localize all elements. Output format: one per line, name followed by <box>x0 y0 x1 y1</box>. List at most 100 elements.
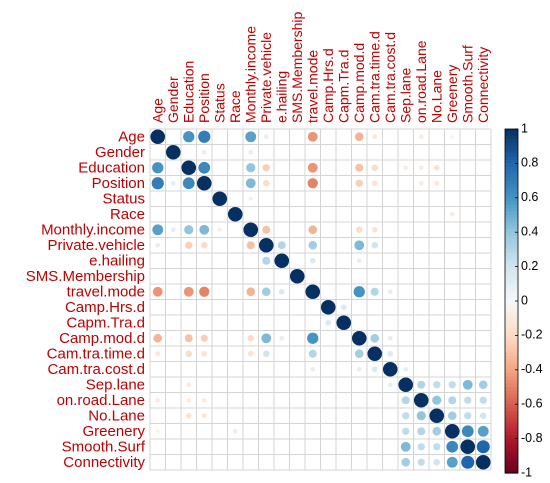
colorbar-segment <box>505 325 518 330</box>
colorbar-segment <box>505 225 518 230</box>
corr-circle-Monthly.income-Private.vehicle <box>262 225 271 234</box>
corr-circle-Cam.tra.time.d-Education <box>185 350 193 358</box>
row-label-Gender: Gender <box>95 144 145 161</box>
colorbar-segment <box>505 304 518 309</box>
row-label-Sep.lane: Sep.lane <box>86 377 145 394</box>
colorbar-segment <box>505 208 518 213</box>
corr-circle-Monthly.income-Cam.tra.time.d <box>371 226 378 233</box>
corr-circle-Connectivity-Sep.lane <box>401 457 411 467</box>
colorbar-segment <box>505 428 518 433</box>
colorbar-segment <box>505 135 518 140</box>
corr-circle-No.Lane-Education <box>185 412 192 419</box>
corr-circle-travel.mode-Cam.tra.time.d <box>370 287 379 296</box>
corr-circle-Cam.tra.cost.d-Cam.tra.time.d <box>371 366 378 373</box>
col-label-Greenery: Greenery <box>444 65 460 123</box>
corr-circle-Camp.mod.d-Camp.mod.d <box>351 330 367 346</box>
corr-circle-Monthly.income-Position <box>199 224 210 235</box>
corr-circle-Gender-Monthly.income <box>248 149 254 155</box>
corr-circle-Camp.mod.d-Position <box>200 334 208 342</box>
colorbar-segment <box>505 318 518 323</box>
col-label-SMS.Membership: SMS.Membership <box>289 12 305 123</box>
corr-circle-Smooth.Surf-on.road.Lane <box>417 443 425 451</box>
colorbar-segment <box>505 356 518 361</box>
corr-circle-Age-Position <box>198 130 211 143</box>
colorbar-segment <box>505 290 518 295</box>
row-label-Camp.Hrs.d: Camp.Hrs.d <box>65 299 145 316</box>
corr-circle-Position-travel.mode <box>307 178 318 189</box>
colorbar-segment <box>505 266 518 271</box>
colorbar-segment <box>505 235 518 240</box>
colorbar-segment <box>505 173 518 178</box>
corr-circle-Private.vehicle-Education <box>185 241 193 249</box>
col-label-Camp.Hrs.d: Camp.Hrs.d <box>320 48 336 123</box>
colorbar-segment <box>505 438 518 443</box>
colorbar-segment <box>505 459 518 464</box>
corr-circle-Age-Private.vehicle <box>263 134 269 140</box>
colorbar-segment <box>505 132 518 137</box>
colorbar-segment <box>505 331 518 336</box>
corr-circle-Age-Education <box>183 131 195 143</box>
colorbar-segment <box>505 345 518 350</box>
row-label-Capm.Tra.d: Capm.Tra.d <box>66 315 145 332</box>
corr-circle-No.Lane-on.road.Lane <box>416 411 426 421</box>
colorbar-segment <box>505 245 518 250</box>
col-label-Cam.tra.time.d: Cam.tra.time.d <box>366 31 382 123</box>
colorbar-segment <box>505 218 518 223</box>
corr-circle-Connectivity-Greenery <box>446 456 458 468</box>
corr-circle-Education-on.road.Lane <box>418 165 424 171</box>
corr-circle-Sep.lane-Connectivity <box>478 380 488 390</box>
colorbar-segment <box>505 452 518 457</box>
col-label-Smooth.Surf: Smooth.Surf <box>459 45 475 123</box>
colorbar-tick-label: 0.6 <box>521 190 538 204</box>
colorbar-segment <box>505 252 518 257</box>
corr-circle-Race-Race <box>227 206 243 222</box>
corr-circle-Cam.tra.time.d-Age <box>155 351 161 357</box>
corr-circle-Cam.tra.cost.d-travel.mode <box>310 366 316 372</box>
colorbar-segment <box>505 431 518 436</box>
corr-circle-Sep.lane-Greenery <box>448 381 456 389</box>
colorbar-segment <box>505 462 518 467</box>
corr-circle-Sep.lane-No.Lane <box>433 381 441 389</box>
colorbar-segment <box>505 142 518 147</box>
corr-circle-Education-travel.mode <box>307 162 318 173</box>
colorbar-segment <box>505 204 518 209</box>
cell-grid <box>149 128 492 471</box>
row-label-SMS.Membership: SMS.Membership <box>26 268 145 285</box>
colorbar-segment <box>505 328 518 333</box>
colorbar-segment <box>505 314 518 319</box>
corr-circle-Education-Age <box>152 162 164 174</box>
corr-circle-Age-Monthly.income <box>245 131 257 143</box>
colorbar-segment <box>505 187 518 192</box>
corr-circle-Camp.mod.d-Private.vehicle <box>261 333 272 344</box>
corr-circle-Cam.tra.time.d-Camp.mod.d <box>354 349 364 359</box>
corr-circle-Sep.lane-on.road.Lane <box>417 380 426 389</box>
corr-circle-Education-Education <box>181 160 197 176</box>
corr-circle-travel.mode-Camp.mod.d <box>353 286 365 298</box>
corr-circle-Cam.tra.time.d-Monthly.income <box>247 350 254 357</box>
corr-circle-Cam.tra.time.d-travel.mode <box>308 349 317 358</box>
row-label-No.Lane: No.Lane <box>88 408 145 425</box>
corr-circle-Status-Status <box>212 191 228 207</box>
corr-circle-Position-Private.vehicle <box>262 179 270 187</box>
corr-circle-Camp.mod.d-e.hailing <box>279 335 285 341</box>
corr-circle-e.hailing-travel.mode <box>309 257 316 264</box>
corr-circle-Greenery-No.Lane <box>432 426 442 436</box>
corr-circle-Capm.Tra.d-Capm.Tra.d <box>336 315 352 331</box>
colorbar-segment <box>505 211 518 216</box>
colorbar-segment <box>505 362 518 367</box>
correlation-circles <box>150 129 491 470</box>
colorbar-segment <box>505 156 518 161</box>
corr-circle-on.road.Lane-Age <box>155 397 161 403</box>
corr-circle-Camp.mod.d-Monthly.income <box>247 334 255 342</box>
row-labels: AgeGenderEducationPositionStatusRaceMont… <box>26 129 146 472</box>
colorbar-segment <box>505 414 518 419</box>
col-label-Position: Position <box>196 73 212 123</box>
row-label-Smooth.Surf: Smooth.Surf <box>62 439 146 456</box>
colorbar-tick-label: -0.4 <box>521 362 543 376</box>
colorbar-segment <box>505 352 518 357</box>
colorbar-segment <box>505 197 518 202</box>
colorbar-segment <box>505 424 518 429</box>
col-label-Status: Status <box>211 83 227 123</box>
colorbar-segment <box>505 273 518 278</box>
colorbar-segment <box>505 159 518 164</box>
